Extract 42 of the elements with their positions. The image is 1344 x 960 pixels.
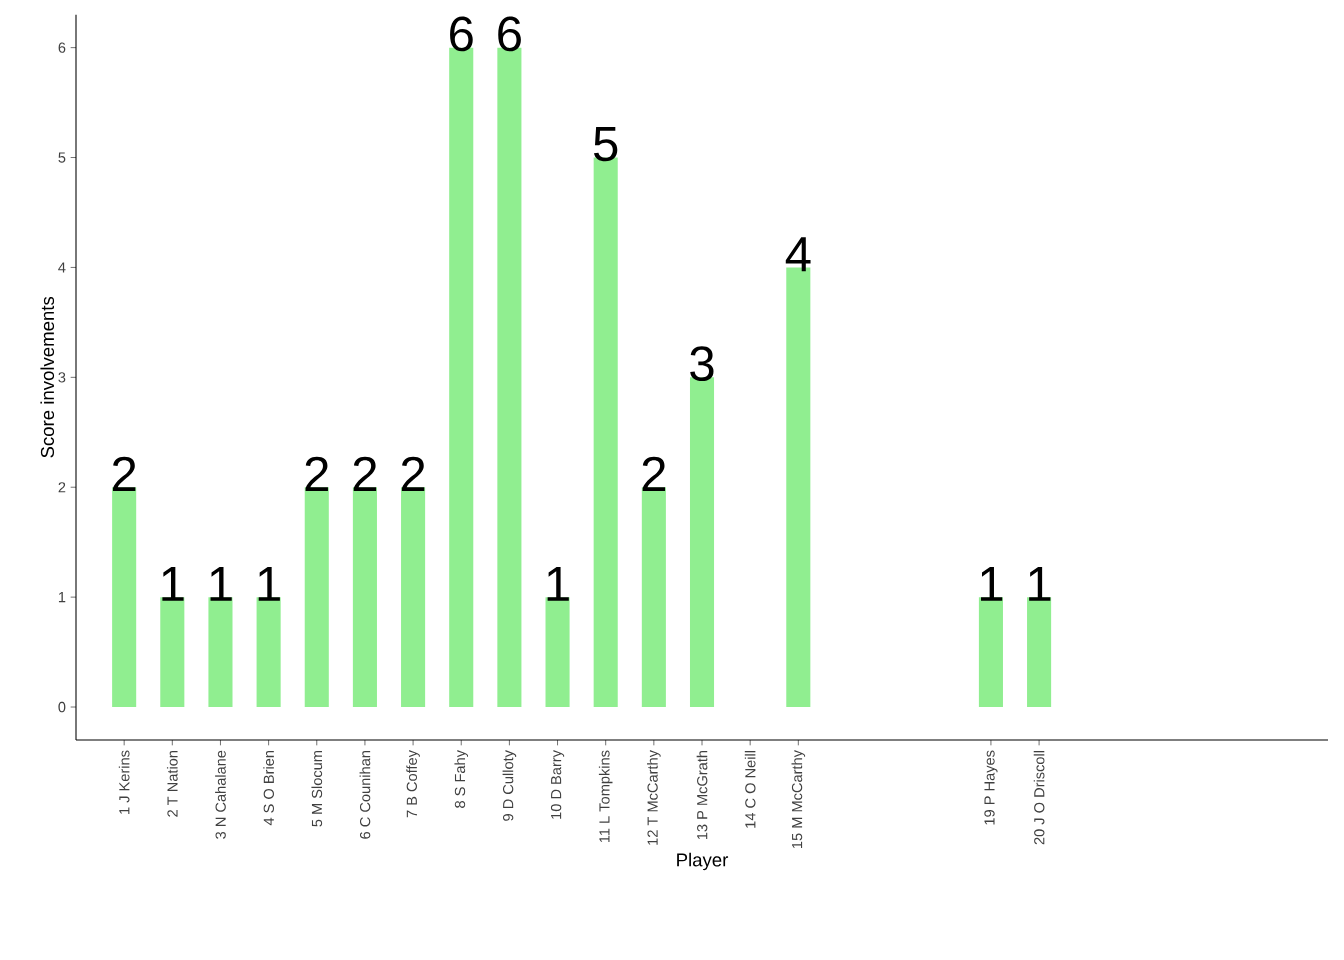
x-tick-label: 19 P Hayes: [984, 750, 998, 825]
data-label: 2: [642, 456, 666, 491]
y-tick-label: 4: [58, 262, 66, 273]
data-label: 5: [593, 126, 618, 162]
data-label: 1: [258, 567, 280, 601]
x-tick-label: 8 S Fahy: [454, 750, 469, 808]
y-tick-label: 1: [58, 592, 66, 603]
x-tick-label: 11 L Tompkins: [598, 750, 613, 843]
data-label: 6: [450, 16, 473, 52]
x-tick-label: 14 C O Neill: [744, 751, 756, 828]
x-tick-label: 13 P McGrath: [696, 751, 708, 840]
data-label: 6: [498, 16, 521, 52]
x-tick-label: 12 T McCarthy: [647, 750, 661, 845]
y-tick-label: 3: [58, 372, 66, 383]
x-tick-label: 9 D Culloty: [502, 750, 517, 821]
data-label: 3: [690, 346, 714, 382]
data-label: 2: [112, 456, 136, 491]
x-tick-label: 20 J O Driscoll: [1033, 751, 1045, 845]
x-tick-label: 5 M Slocum: [311, 751, 323, 827]
x-tick-label: 2 T Nation: [166, 751, 178, 817]
y-tick-label: 2: [58, 482, 66, 493]
data-label: 1: [162, 567, 184, 601]
y-axis-title: Score involvements: [40, 296, 55, 458]
data-label: 1: [1029, 567, 1051, 601]
x-tick-label: 10 D Barry: [550, 750, 565, 819]
data-label: 1: [981, 567, 1003, 601]
x-tick-label: 6 C Counihan: [359, 751, 371, 839]
data-label: 4: [785, 237, 811, 272]
y-tick-label: 5: [58, 152, 66, 163]
data-label: 2: [305, 456, 328, 491]
x-axis-title: Player: [677, 852, 729, 871]
y-tick-label: 0: [58, 701, 66, 713]
x-tick-label: 7 B Coffey: [406, 750, 420, 818]
data-label: 2: [353, 456, 377, 491]
data-label: 2: [401, 456, 425, 491]
data-label: 1: [547, 567, 569, 601]
x-tick-label: 1 J Kerins: [118, 750, 130, 814]
x-tick-label: 15 M McCarthy: [791, 750, 806, 848]
data-label: 1: [210, 567, 232, 601]
x-tick-label: 3 N Cahalane: [215, 750, 226, 839]
y-tick-label: 6: [58, 42, 66, 53]
x-tick-label: 4 S O Brien: [263, 751, 274, 826]
